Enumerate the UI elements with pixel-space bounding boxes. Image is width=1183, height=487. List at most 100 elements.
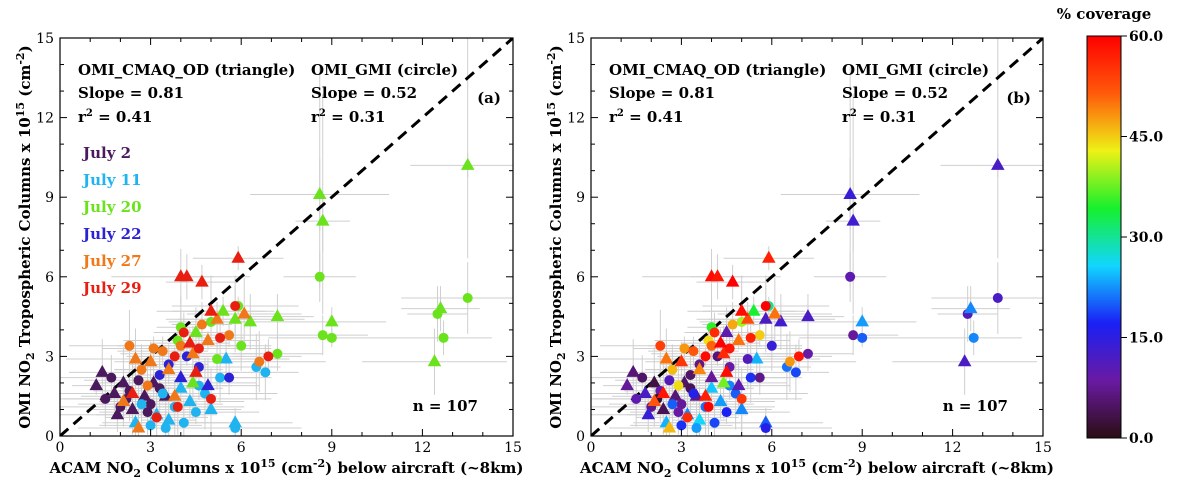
x-tick-label: 12: [413, 440, 431, 456]
r-value: = 0.31: [326, 108, 386, 126]
y-tick-label: 9: [576, 190, 585, 206]
data-point-triangle: [460, 157, 475, 170]
data-point-circle: [462, 293, 473, 304]
data-point-circle: [230, 300, 241, 311]
data-point-triangle: [228, 311, 242, 324]
data-point-circle: [172, 401, 183, 412]
data-point-circle: [754, 330, 765, 341]
r-symbol: r: [609, 108, 618, 126]
data-point-circle: [326, 332, 337, 343]
data-point-triangle: [125, 386, 140, 399]
data-point-circle: [193, 343, 204, 354]
data-point-circle: [688, 388, 699, 399]
y-axis-label-part: -2: [14, 52, 27, 64]
data-point-circle: [673, 407, 684, 418]
plot-area: [591, 38, 1043, 436]
data-point-circle: [178, 417, 189, 428]
y-axis-label-part: 2: [24, 352, 37, 360]
data-point-circle: [667, 399, 678, 410]
x-axis-label-part: ) below aircraft (~8km): [325, 459, 523, 477]
data-point-triangle: [843, 187, 857, 200]
data-point-circle: [673, 380, 684, 391]
data-point-triangle: [692, 412, 707, 425]
r-superscript: 2: [617, 108, 624, 119]
y-axis-label-part: ): [547, 45, 565, 52]
data-point-circle: [721, 407, 732, 418]
annotation-left-slope: Slope = 0.81: [78, 84, 184, 102]
legend-entry: July 2: [81, 144, 131, 162]
y-axis-label-part: Tropospheric Columns x 10: [16, 117, 34, 352]
data-point-triangle: [186, 346, 200, 359]
data-point-circle: [157, 388, 168, 399]
data-point-triangle: [228, 415, 242, 428]
data-point-circle: [754, 372, 765, 383]
data-point-circle: [136, 364, 147, 375]
data-point-circle: [766, 340, 777, 351]
r-symbol: r: [78, 108, 87, 126]
data-point-triangle: [210, 311, 224, 324]
data-point-triangle: [662, 420, 677, 433]
data-point-triangle: [161, 362, 176, 375]
data-point-circle: [655, 340, 666, 351]
data-point-circle: [254, 356, 265, 367]
data-point-triangle: [855, 314, 869, 327]
annotation-right-slope: Slope = 0.52: [842, 84, 948, 102]
x-axis-label-part: ) below aircraft (~8km): [856, 459, 1054, 477]
data-point-circle: [190, 407, 201, 418]
data-point-triangle: [759, 415, 773, 428]
annotation-right-slope: Slope = 0.52: [311, 84, 417, 102]
data-point-triangle: [325, 314, 339, 327]
data-point-circle: [968, 332, 979, 343]
y-axis-label-part: 15: [545, 102, 558, 117]
panel-label: (b): [1006, 89, 1031, 107]
data-point-triangle: [131, 420, 146, 433]
data-point-triangle: [734, 401, 749, 414]
data-point-circle: [263, 351, 274, 362]
annotation-right-title: OMI_GMI (circle): [311, 61, 458, 79]
x-axis-label: ACAM NO2 Columns x 1015 (cm-2) below air…: [579, 457, 1054, 480]
legend-entry: July 22: [81, 225, 142, 243]
data-point-triangle: [659, 351, 674, 364]
y-tick-label: 0: [45, 429, 54, 445]
data-point-circle: [685, 369, 696, 380]
data-point-triangle: [189, 364, 203, 377]
data-point-triangle: [991, 157, 1005, 170]
r-value: = 0.41: [624, 108, 684, 126]
data-point-triangle: [95, 364, 110, 377]
data-point-circle: [631, 393, 642, 404]
data-point-triangle: [641, 407, 656, 420]
y-tick-label: 0: [576, 429, 585, 445]
x-tick-label: 0: [56, 440, 65, 456]
data-point-triangle: [719, 364, 734, 377]
data-point-triangle: [110, 407, 125, 420]
x-axis-label-part: Columns x 10: [141, 459, 260, 477]
data-point-circle: [230, 423, 241, 434]
data-point-triangle: [713, 394, 728, 407]
data-point-triangle: [312, 187, 327, 200]
data-point-circle: [857, 332, 868, 343]
data-point-triangle: [243, 314, 258, 327]
x-axis-label-part: 2: [133, 467, 141, 480]
data-point-triangle: [725, 274, 740, 287]
data-point-circle: [215, 332, 226, 343]
y-tick-label: 12: [36, 111, 54, 127]
r-superscript: 2: [850, 108, 857, 119]
x-tick-label: 12: [944, 440, 962, 456]
data-point-circle: [100, 393, 111, 404]
annotation-right-r2: r2 = 0.31: [311, 108, 385, 126]
data-point-circle: [664, 375, 675, 386]
colorbar-tick-label: 0.0: [1129, 431, 1154, 447]
data-point-circle: [212, 354, 223, 365]
annotation-left-title: OMI_CMAQ_OD (triangle): [78, 61, 295, 79]
data-point-triangle: [774, 314, 788, 327]
data-point-triangle: [189, 325, 203, 338]
data-point-triangle: [161, 412, 176, 425]
r-symbol: r: [842, 108, 851, 126]
panel-label: (a): [477, 89, 501, 107]
data-point-triangle: [731, 332, 746, 345]
x-tick-label: 9: [327, 440, 336, 456]
data-point-circle: [169, 351, 180, 362]
data-point-triangle: [957, 354, 972, 367]
r-symbol: r: [311, 108, 320, 126]
